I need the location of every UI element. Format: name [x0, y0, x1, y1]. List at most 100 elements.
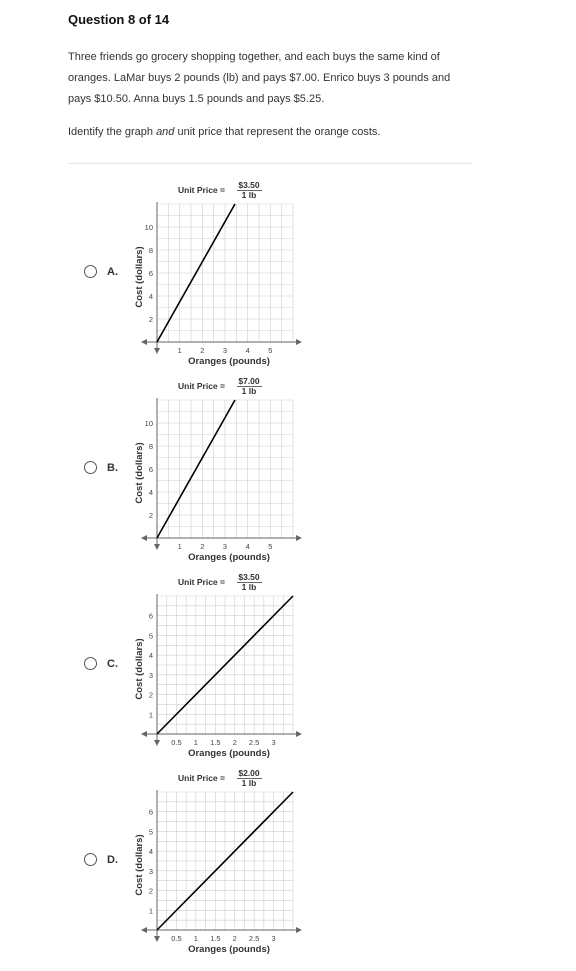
data-line [156, 595, 294, 735]
y-axis-label: Cost (dollars) [134, 834, 145, 895]
y-axis-arrow [154, 936, 160, 942]
plot-area: 1 2 3 4 5 2 4 6 8 10 Oranges (pounds) Cost (dollars… [134, 202, 302, 367]
y-tick-label: 2 [149, 691, 153, 700]
option-d[interactable]: D. [84, 853, 118, 866]
x-axis-label: Oranges (pounds) [188, 748, 270, 759]
y-tick-label: 8 [149, 442, 153, 451]
x-tick-label: 2 [200, 346, 204, 355]
plot-area: 1 2 3 4 5 2 4 6 8 10 Oranges (pounds) Cost (dollars… [134, 398, 302, 563]
instruction-text: Identify the graph [68, 126, 157, 138]
y-tick-label: 2 [149, 887, 153, 896]
y-tick-label: 10 [145, 419, 153, 428]
question-header: Question 8 of 14 [68, 12, 170, 27]
unit-price-text: Unit Price = [178, 773, 225, 783]
x-tick-label: 2.5 [249, 934, 259, 943]
x-tick-label: 1 [178, 542, 182, 551]
option-letter: B. [107, 461, 118, 474]
y-axis-label: Cost (dollars) [134, 442, 145, 503]
y-tick-label: 6 [149, 612, 153, 621]
question-prompt: Three friends go grocery shopping togeth… [68, 47, 488, 110]
plot-area: 0.5 1 1.5 2 2.5 3 1 2 3 4 5 6 Oranges (pounds) Cost (… [134, 790, 302, 955]
y-axis-label: Cost (dollars) [134, 246, 145, 307]
prompt-line: oranges. LaMar buys 2 pounds (lb) and pa… [68, 72, 451, 84]
y-axis-label: Cost (dollars) [134, 638, 145, 699]
unit-price-denominator: 1 lb [242, 582, 257, 592]
y-tick-label: 1 [149, 710, 153, 719]
option-b[interactable]: B. [84, 461, 118, 474]
x-tick-label: 1.5 [210, 738, 220, 747]
unit-price-denominator: 1 lb [242, 778, 257, 788]
x-tick-label: 3 [223, 346, 227, 355]
instruction-text: unit price that represent the orange cos… [174, 126, 381, 138]
x-tick-label: 4 [246, 346, 250, 355]
x-axis-arrow [296, 731, 302, 737]
x-tick-label: 0.5 [171, 738, 181, 747]
x-tick-label: 2 [233, 738, 237, 747]
divider [68, 163, 473, 164]
y-tick-label: 1 [149, 906, 153, 915]
option-letter: A. [107, 265, 118, 278]
unit-price-label: Unit Price = $3.50 1 lb [178, 180, 262, 200]
prompt-line: Three friends go grocery shopping togeth… [68, 51, 440, 63]
y-tick-label: 3 [149, 867, 153, 876]
radio-button-c[interactable] [84, 657, 97, 670]
y-axis-arrow [154, 348, 160, 354]
y-tick-label: 4 [149, 847, 153, 856]
data-line [156, 791, 294, 931]
x-tick-label: 2 [200, 542, 204, 551]
plot-area: 0.5 1 1.5 2 2.5 3 1 2 3 4 5 6 Oranges (pounds) Cost (… [134, 594, 302, 759]
unit-price-numerator: $3.50 [238, 180, 260, 190]
unit-price-text: Unit Price = [178, 185, 225, 195]
y-tick-label: 4 [149, 292, 153, 301]
x-axis-label: Oranges (pounds) [188, 552, 270, 563]
y-tick-label: 8 [149, 246, 153, 255]
x-axis-label: Oranges (pounds) [188, 356, 270, 367]
x-axis-label: Oranges (pounds) [188, 944, 270, 955]
y-tick-label: 2 [149, 315, 153, 324]
y-axis-arrow [154, 740, 160, 746]
radio-button-b[interactable] [84, 461, 97, 474]
option-letter: C. [107, 657, 118, 670]
graph-d: Unit Price = $2.00 1 lb 0.5 1 1.5 2 2.5 3 1 2 3 4… [134, 768, 302, 955]
option-c[interactable]: C. [84, 657, 118, 670]
unit-price-numerator: $7.00 [238, 376, 260, 386]
option-a[interactable]: A. [84, 265, 118, 278]
x-tick-label: 3 [271, 934, 275, 943]
x-tick-label: 5 [268, 542, 272, 551]
data-line [156, 203, 236, 343]
x-axis-arrow [296, 927, 302, 933]
y-tick-label: 2 [149, 511, 153, 520]
unit-price-text: Unit Price = [178, 381, 225, 391]
x-tick-label: 3 [223, 542, 227, 551]
x-axis-arrow [141, 731, 147, 737]
y-tick-label: 6 [149, 465, 153, 474]
x-tick-label: 1 [194, 738, 198, 747]
y-tick-label: 10 [145, 223, 153, 232]
y-tick-label: 4 [149, 651, 153, 660]
unit-price-label: Unit Price = $2.00 1 lb [178, 768, 262, 788]
unit-price-label: Unit Price = $3.50 1 lb [178, 572, 262, 592]
x-axis-arrow [141, 927, 147, 933]
unit-price-denominator: 1 lb [242, 386, 257, 396]
y-tick-label: 6 [149, 808, 153, 817]
y-tick-label: 6 [149, 269, 153, 278]
x-axis-arrow [296, 339, 302, 345]
y-tick-label: 5 [149, 631, 153, 640]
option-letter: D. [107, 853, 118, 866]
unit-price-denominator: 1 lb [242, 190, 257, 200]
radio-button-d[interactable] [84, 853, 97, 866]
radio-button-a[interactable] [84, 265, 97, 278]
x-tick-label: 1.5 [210, 934, 220, 943]
x-tick-label: 5 [268, 346, 272, 355]
graph-a: Unit Price = $3.50 1 lb 1 2 3 4 5 2 4 6 8 10 Orang… [134, 180, 302, 367]
prompt-line: pays $10.50. Anna buys 1.5 pounds and pa… [68, 93, 325, 105]
x-tick-label: 4 [246, 542, 250, 551]
question-instruction: Identify the graph and unit price that r… [68, 126, 380, 138]
y-axis-arrow [154, 544, 160, 550]
x-axis-arrow [296, 535, 302, 541]
x-tick-label: 0.5 [171, 934, 181, 943]
x-tick-label: 1 [178, 346, 182, 355]
graph-b: Unit Price = $7.00 1 lb 1 2 3 4 5 2 4 6 8 10 Orang… [134, 376, 302, 563]
x-tick-label: 3 [271, 738, 275, 747]
